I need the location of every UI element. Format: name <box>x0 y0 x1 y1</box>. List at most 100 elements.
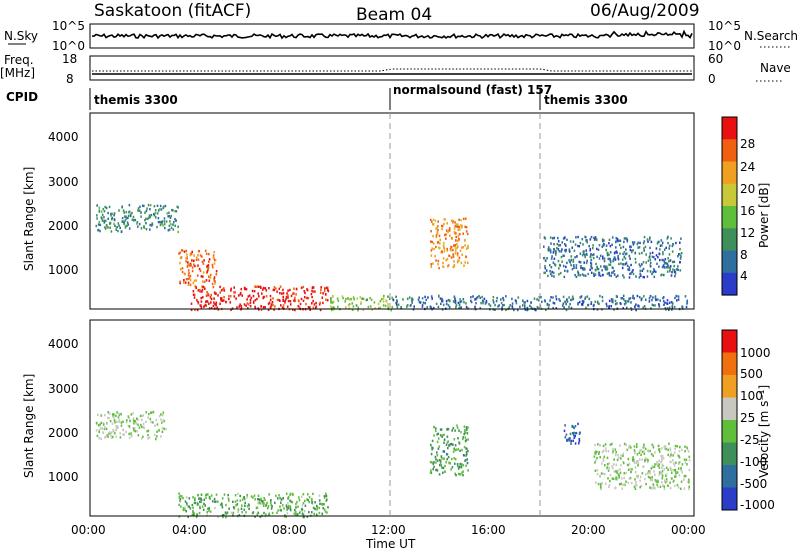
heatmap-cell <box>193 259 195 262</box>
heatmap-cell <box>189 507 192 510</box>
heatmap-cell <box>100 414 103 417</box>
heatmap-cell <box>632 458 634 461</box>
heatmap-cell <box>443 222 445 226</box>
heatmap-cell <box>184 506 186 509</box>
heatmap-cell <box>213 497 216 501</box>
heatmap-cell <box>205 496 207 500</box>
heatmap-cell <box>564 436 567 439</box>
heatmap-cell <box>564 269 566 272</box>
heatmap-cell <box>413 305 415 308</box>
heatmap-cell <box>614 448 617 451</box>
heatmap-cell <box>321 296 324 299</box>
heatmap-cell <box>639 479 641 482</box>
heatmap-cell <box>122 433 124 436</box>
heatmap-cell <box>679 247 681 251</box>
heatmap-cell <box>431 448 433 451</box>
heatmap-cell <box>114 432 116 435</box>
heatmap-cell <box>451 429 453 432</box>
heatmap-cell <box>462 437 464 441</box>
heatmap-cell <box>194 284 196 288</box>
heatmap-cell <box>640 274 642 277</box>
heatmap-cell <box>103 219 105 222</box>
heatmap-cell <box>636 294 639 298</box>
heatmap-cell <box>254 498 256 501</box>
heatmap-cell <box>673 464 676 467</box>
heatmap-cell <box>221 299 224 303</box>
heatmap-cell <box>295 287 298 291</box>
heatmap-cell <box>634 470 637 474</box>
heatmap-cell <box>454 472 456 475</box>
heatmap-cell <box>158 208 161 211</box>
heatmap-cell <box>105 427 108 431</box>
heatmap-cell <box>122 209 125 212</box>
heatmap-cell <box>276 290 278 293</box>
heatmap-cell <box>377 302 380 306</box>
heatmap-cell <box>107 211 109 215</box>
heatmap-cell <box>678 474 681 477</box>
heatmap-cell <box>247 295 250 298</box>
heatmap-cell <box>439 461 442 465</box>
heatmap-cell <box>248 294 251 297</box>
heatmap-cell <box>629 272 631 276</box>
heatmap-cell <box>658 471 661 474</box>
heatmap-cell <box>320 286 322 289</box>
heatmap-cell <box>220 299 222 302</box>
heatmap-cell <box>565 302 567 306</box>
heatmap-cell <box>665 473 668 476</box>
heatmap-cell <box>439 458 441 462</box>
heatmap-cell <box>564 424 566 427</box>
heatmap-cell <box>162 224 164 227</box>
heatmap-cell <box>445 229 448 232</box>
heatmap-cell <box>465 438 468 442</box>
heatmap-cell <box>649 472 651 475</box>
heatmap-cell <box>202 508 205 511</box>
heatmap-cell <box>623 483 626 486</box>
heatmap-cell <box>301 512 304 515</box>
heatmap-cell <box>620 297 623 300</box>
heatmap-cell <box>602 273 604 277</box>
heatmap-cell <box>309 308 311 311</box>
heatmap-cell <box>263 511 265 515</box>
heatmap-cell <box>625 471 627 475</box>
heatmap-cell <box>622 245 625 249</box>
heatmap-cell <box>107 435 109 438</box>
heatmap-cell <box>152 421 154 424</box>
heatmap-cell <box>461 471 463 474</box>
heatmap-cell <box>369 296 371 300</box>
heatmap-cell <box>179 256 182 260</box>
heatmap-cell <box>193 293 196 297</box>
heatmap-cell <box>453 447 455 450</box>
heatmap-cell <box>303 290 306 293</box>
heatmap-cell <box>257 511 260 514</box>
heatmap-cell <box>272 303 274 307</box>
heatmap-cell <box>210 297 213 301</box>
heatmap-cell <box>671 271 673 274</box>
heatmap-cell <box>133 419 135 422</box>
heatmap-cell <box>594 443 596 447</box>
heatmap-cell <box>560 250 563 253</box>
heatmap-cell <box>669 447 672 450</box>
heatmap-cell <box>105 435 108 438</box>
heatmap-cell <box>648 297 651 300</box>
heatmap-cell <box>621 483 624 487</box>
heatmap-cell <box>625 237 628 240</box>
heatmap-cell <box>100 437 102 440</box>
power-colorbar-tick: 12 <box>740 226 755 240</box>
heatmap-cell <box>344 306 347 309</box>
heatmap-cell <box>582 243 584 246</box>
heatmap-cell <box>289 499 291 502</box>
heatmap-cell <box>625 252 628 255</box>
heatmap-cell <box>145 420 147 423</box>
heatmap-cell <box>395 303 398 306</box>
heatmap-cell <box>671 250 674 253</box>
heatmap-cell <box>450 245 452 249</box>
heatmap-cell <box>430 254 433 257</box>
heatmap-cell <box>269 298 272 301</box>
heatmap-cell <box>655 254 658 257</box>
heatmap-cell <box>678 456 681 459</box>
noise-left-tick-top: 10^5 <box>52 19 85 33</box>
heatmap-cell <box>671 477 673 480</box>
heatmap-cell <box>261 292 263 295</box>
heatmap-cell <box>439 238 441 241</box>
heatmap-cell <box>680 237 682 240</box>
